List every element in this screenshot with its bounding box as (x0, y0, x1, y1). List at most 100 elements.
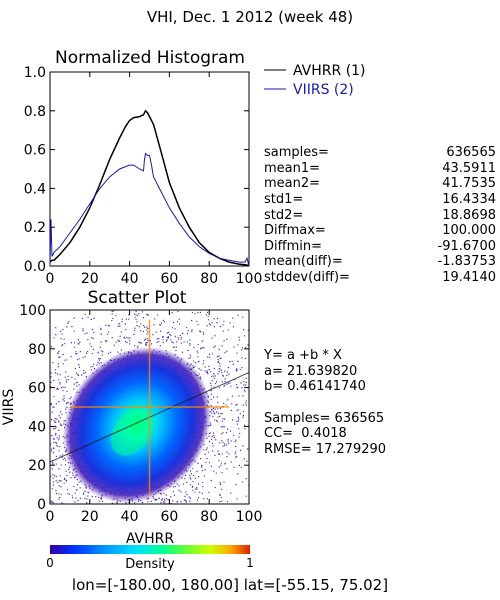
scatter-point (87, 339, 89, 341)
scatter-point (196, 350, 198, 352)
scatter-point (55, 403, 57, 405)
scatter-point (196, 488, 198, 490)
scatter-point (183, 341, 185, 343)
scatter-point (142, 330, 144, 333)
scatter-point (219, 494, 221, 496)
scatter-point (126, 336, 128, 338)
scatter-point (203, 360, 205, 362)
scatter-point (150, 343, 153, 345)
scatter-point (172, 486, 175, 488)
scatter-point (192, 360, 195, 362)
scatter-point (224, 462, 226, 464)
scatter-point (58, 485, 60, 487)
scatter-point (208, 369, 210, 371)
scatter-point (74, 476, 76, 478)
scatter-point (51, 435, 53, 437)
histogram-plot-frame (49, 71, 250, 267)
scatter-point (208, 441, 210, 443)
scatter-point (198, 360, 200, 362)
scatter-point (98, 359, 100, 361)
scatter-point (156, 499, 158, 501)
scatter-point (134, 327, 136, 329)
scatter-point (208, 365, 210, 367)
scatter-point (73, 383, 75, 385)
scatter-point (245, 346, 247, 348)
scatter-point (87, 316, 89, 318)
scatter-point (219, 493, 221, 496)
scatter-point (56, 437, 58, 439)
scatter-point (208, 491, 210, 493)
scatter-point (222, 330, 224, 332)
scatter-point (100, 341, 102, 343)
scatter-point (140, 342, 142, 345)
scatter-point (166, 337, 168, 339)
scatter-point (119, 325, 121, 327)
scatter-point (218, 387, 220, 389)
scatter-point (201, 465, 203, 467)
scatter-point (68, 468, 70, 470)
scatter-point (187, 349, 189, 352)
scatter-point (97, 351, 99, 353)
scatter-point (95, 496, 97, 498)
scatter-point (67, 493, 69, 495)
scatter-point (214, 345, 216, 347)
scatter-point (104, 340, 107, 342)
scatter-point (66, 403, 68, 405)
scatter-point (243, 381, 245, 383)
scatter-point (52, 462, 54, 464)
scatter-point (245, 377, 247, 379)
histogram-stat-row: std1= 16.4334 (264, 192, 496, 208)
scatter-point (62, 454, 64, 456)
scatter-x-label: AVHRR (126, 531, 175, 547)
histogram-title: Normalized Histogram (55, 48, 245, 68)
colorbar-label: Density (125, 557, 175, 572)
scatter-point (194, 477, 196, 479)
scatter-point (189, 497, 191, 499)
scatter-point (203, 347, 205, 349)
scatter-point (76, 484, 79, 486)
scatter-point (67, 375, 69, 377)
scatter-point (234, 441, 236, 443)
scatter-point (217, 421, 219, 423)
scatter-point (241, 387, 243, 389)
scatter-point (78, 366, 80, 368)
scatter-point (243, 335, 246, 337)
scatter-point (65, 480, 68, 482)
scatter-point (93, 317, 95, 319)
scatter-point (221, 420, 223, 422)
scatter-point (243, 389, 245, 391)
scatter-point (163, 321, 166, 323)
scatter-point (208, 432, 210, 435)
scatter-point (236, 370, 238, 372)
stat-value: 636565 (446, 145, 496, 161)
scatter-point (186, 494, 188, 496)
scatter-point (228, 453, 230, 455)
scatter-point (204, 453, 206, 455)
scatter-point (222, 432, 224, 434)
scatter-point (140, 323, 142, 325)
scatter-point (221, 345, 223, 347)
scatter-point (78, 364, 80, 366)
scatter-point (75, 382, 77, 384)
scatter-point (234, 379, 236, 381)
scatter-point (218, 348, 220, 350)
scatter-point (174, 486, 176, 488)
scatter-point (146, 338, 148, 340)
scatter-point (67, 322, 69, 324)
scatter-point (70, 342, 72, 344)
scatter-point (65, 470, 67, 472)
scatter-point (180, 336, 182, 338)
scatter-point (194, 366, 196, 368)
scatter-point (56, 373, 59, 375)
scatter-point (141, 502, 143, 504)
series-line-avhrr (49, 109, 250, 267)
scatter-point (207, 315, 209, 318)
scatter-point (93, 363, 95, 365)
scatter-point (143, 339, 145, 341)
stat-label: Diffmin= (264, 238, 322, 254)
scatter-point (171, 327, 174, 329)
footer-coordinates: lon=[-180.00, 180.00] lat=[-55.15, 75.02… (72, 576, 388, 594)
scatter-point (226, 371, 228, 373)
scatter-point (92, 337, 94, 339)
scatter-point (68, 321, 70, 323)
